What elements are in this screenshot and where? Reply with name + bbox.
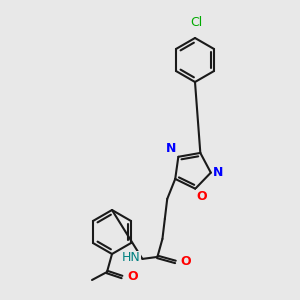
Text: O: O — [196, 190, 207, 203]
Text: HN: HN — [122, 251, 140, 264]
Text: O: O — [180, 255, 191, 268]
Text: O: O — [127, 271, 138, 284]
Text: N: N — [166, 142, 176, 155]
Text: N: N — [213, 166, 223, 179]
Text: Cl: Cl — [190, 16, 202, 29]
